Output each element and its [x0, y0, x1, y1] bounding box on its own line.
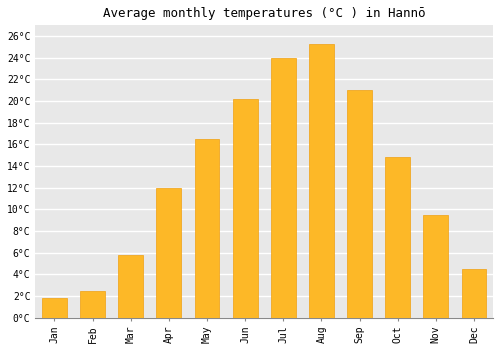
Bar	[386, 158, 410, 318]
Bar	[80, 291, 105, 318]
Bar	[347, 90, 372, 318]
Bar	[309, 44, 334, 318]
Bar	[232, 99, 258, 318]
Bar	[156, 188, 181, 318]
Bar	[271, 58, 295, 318]
Bar	[424, 215, 448, 318]
Bar	[118, 255, 143, 318]
Bar	[42, 298, 67, 318]
Title: Average monthly temperatures (°C ) in Hannō: Average monthly temperatures (°C ) in Ha…	[103, 7, 426, 20]
Bar	[462, 269, 486, 318]
Bar	[194, 139, 220, 318]
